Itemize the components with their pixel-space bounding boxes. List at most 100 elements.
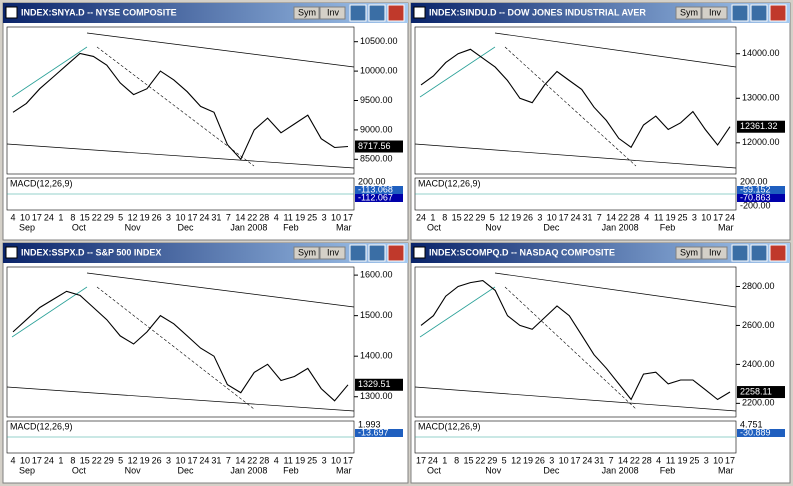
minimize-button[interactable] (349, 244, 367, 262)
date-day-label: 4 (274, 455, 279, 465)
macd-value: -30.889 (740, 427, 771, 437)
date-day-label: 10 (547, 212, 557, 222)
date-day-label: 19 (666, 212, 676, 222)
close-button[interactable] (769, 244, 787, 262)
maximize-button[interactable] (368, 244, 386, 262)
date-day-label: 24 (428, 455, 438, 465)
date-month-label: Jan 2008 (230, 222, 267, 232)
date-month-label: Mar (336, 465, 352, 475)
macd-value: 1.993 (358, 419, 381, 429)
toolbar-button-label: Sym (298, 7, 316, 17)
toolbar-button[interactable] (319, 246, 346, 260)
y-tick-label: 9000.00 (360, 124, 393, 134)
window-title: INDEX:SNYA.D -- NYSE COMPOSITE (21, 7, 177, 17)
trend-line (96, 286, 255, 410)
date-day-label: 5 (118, 212, 123, 222)
date-day-label: 26 (152, 212, 162, 222)
maximize-button[interactable] (368, 4, 386, 22)
trend-line (6, 386, 355, 412)
toolbar-button-label: Inv (327, 247, 340, 257)
toolbar-button[interactable] (701, 246, 728, 260)
date-day-label: 10 (559, 455, 569, 465)
maximize-button[interactable] (750, 244, 768, 262)
minimize-button[interactable] (731, 244, 749, 262)
date-day-label: 24 (199, 212, 209, 222)
date-day-label: 17 (570, 455, 580, 465)
date-month-label: Nov (485, 465, 502, 475)
last-price: 8717.56 (358, 141, 391, 151)
app-icon (5, 6, 18, 19)
toolbar-button[interactable] (675, 6, 702, 20)
date-month-label: Mar (718, 465, 734, 475)
date-day-label: 10 (175, 455, 185, 465)
macd-value: 200.00 (740, 176, 768, 186)
date-day-label: 15 (80, 212, 90, 222)
date-day-label: 17 (343, 212, 353, 222)
date-day-label: 4 (274, 212, 279, 222)
date-day-label: 7 (226, 455, 231, 465)
y-tick-label: 8500.00 (360, 154, 393, 164)
date-month-label: Dec (543, 465, 560, 475)
macd-value-box (737, 194, 785, 202)
date-month-label: Jan 2008 (602, 222, 639, 232)
toolbar-button[interactable] (319, 6, 346, 20)
date-day-label: 24 (416, 212, 426, 222)
price-area (414, 26, 737, 175)
toolbar-button[interactable] (293, 6, 320, 20)
price-area (6, 266, 355, 418)
window-title: INDEX:SSPX.D -- S&P 500 INDEX (21, 247, 161, 257)
y-tick-label: 1300.00 (360, 391, 393, 401)
toolbar-button[interactable] (675, 246, 702, 260)
date-month-label: Oct (72, 222, 87, 232)
date-day-label: 14 (235, 212, 245, 222)
macd-value: 200.00 (358, 176, 386, 186)
close-button[interactable] (769, 4, 787, 22)
macd-value: -59.152 (740, 184, 771, 194)
y-tick-label: 14000.00 (742, 48, 780, 58)
date-day-label: 1 (430, 212, 435, 222)
toolbar-button[interactable] (701, 6, 728, 20)
date-day-label: 3 (166, 455, 171, 465)
macd-value-box (737, 429, 785, 437)
trend-line (504, 46, 637, 167)
date-month-label: Sep (19, 465, 35, 475)
date-day-label: 19 (295, 455, 305, 465)
date-day-label: 19 (677, 455, 687, 465)
date-month-label: Feb (283, 465, 299, 475)
date-month-label: Oct (72, 465, 87, 475)
date-day-label: 3 (549, 455, 554, 465)
date-day-label: 26 (535, 455, 545, 465)
close-button[interactable] (387, 4, 405, 22)
trend-line (494, 32, 737, 68)
date-day-label: 24 (199, 455, 209, 465)
macd-label: MACD(12,26,9) (418, 421, 481, 431)
price-area (6, 26, 355, 175)
date-day-label: 5 (490, 212, 495, 222)
macd-label: MACD(12,26,9) (10, 178, 73, 188)
app-icon (413, 246, 426, 259)
close-button[interactable] (387, 244, 405, 262)
trend-line (6, 143, 355, 169)
macd-value-box (355, 194, 403, 202)
minimize-button[interactable] (731, 4, 749, 22)
macd-label: MACD(12,26,9) (418, 178, 481, 188)
date-day-label: 22 (475, 455, 485, 465)
date-day-label: 29 (104, 212, 114, 222)
macd-value-box (737, 202, 785, 210)
date-day-label: 29 (104, 455, 114, 465)
toolbar-button-label: Inv (709, 247, 722, 257)
date-month-label: Oct (427, 222, 442, 232)
date-day-label: 28 (259, 212, 269, 222)
date-month-label: Nov (125, 465, 142, 475)
date-month-label: Dec (543, 222, 560, 232)
toolbar-button[interactable] (293, 246, 320, 260)
last-price: 2258.11 (740, 386, 772, 396)
maximize-button[interactable] (750, 4, 768, 22)
minimize-button[interactable] (349, 4, 367, 22)
date-day-label: 14 (606, 212, 616, 222)
macd-value-box (355, 178, 403, 186)
toolbar-button-label: Sym (680, 247, 698, 257)
macd-value-box (355, 186, 403, 194)
date-day-label: 8 (70, 212, 75, 222)
